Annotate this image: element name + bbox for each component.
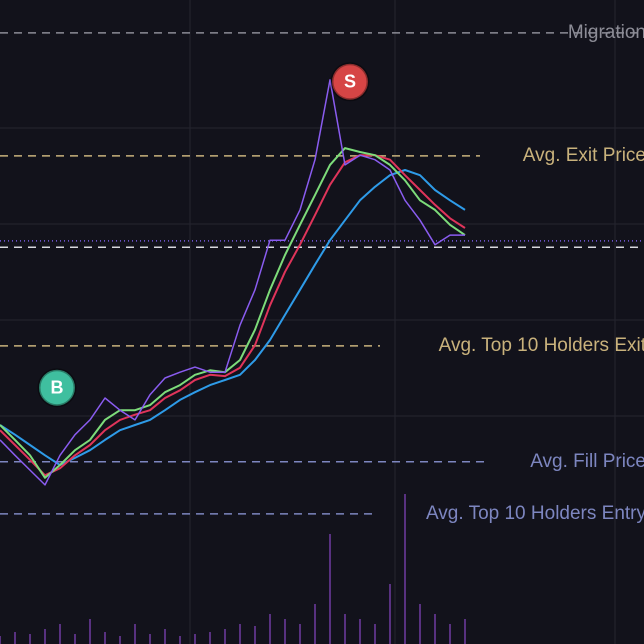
level-label: Migration bbox=[568, 22, 644, 43]
level-label: Avg. Exit Price bbox=[523, 145, 644, 166]
volume-bar bbox=[464, 619, 466, 644]
volume-bar bbox=[14, 632, 16, 644]
volume-bar bbox=[359, 619, 361, 644]
volume-bar bbox=[44, 629, 46, 644]
trade-marker bbox=[330, 62, 370, 102]
volume-bar bbox=[314, 604, 316, 644]
volume-bar bbox=[179, 636, 181, 644]
volume-bar bbox=[119, 636, 121, 644]
level-label: Avg. Fill Price bbox=[530, 451, 644, 472]
volume-bar bbox=[404, 494, 406, 644]
price-line bbox=[0, 169, 466, 466]
price-line bbox=[0, 79, 465, 486]
price-line bbox=[0, 147, 466, 479]
level-label: Avg. Top 10 Holders Entry bbox=[426, 503, 644, 524]
volume-bar bbox=[104, 632, 106, 644]
volume-bar bbox=[239, 624, 241, 644]
trade-marker-label: S bbox=[344, 72, 356, 92]
volume-bar bbox=[0, 636, 1, 644]
volume-bar bbox=[164, 629, 166, 644]
volume-bar bbox=[344, 614, 346, 644]
volume-bar bbox=[419, 604, 421, 644]
volume-bar bbox=[269, 614, 271, 644]
volume-bar bbox=[74, 634, 76, 644]
volume-bar bbox=[29, 634, 31, 644]
volume-bar bbox=[209, 632, 211, 644]
volume-bar bbox=[59, 624, 61, 644]
volume-bar bbox=[374, 624, 376, 644]
volume-bar bbox=[389, 584, 391, 644]
volume-bar bbox=[299, 624, 301, 644]
volume-bar bbox=[89, 619, 91, 644]
volume-bar bbox=[194, 634, 196, 644]
volume-bar bbox=[224, 629, 226, 644]
volume-bar bbox=[254, 626, 256, 644]
volume-bar bbox=[284, 619, 286, 644]
volume-bar bbox=[134, 624, 136, 644]
trade-marker-label: B bbox=[51, 377, 64, 397]
volume-bar bbox=[434, 614, 436, 644]
volume-bar bbox=[149, 634, 151, 644]
volume-bar bbox=[449, 624, 451, 644]
volume-bar bbox=[329, 534, 331, 644]
price-line bbox=[0, 154, 466, 477]
trade-marker bbox=[37, 368, 77, 408]
level-label: Avg. Top 10 Holders Exit bbox=[439, 335, 644, 356]
